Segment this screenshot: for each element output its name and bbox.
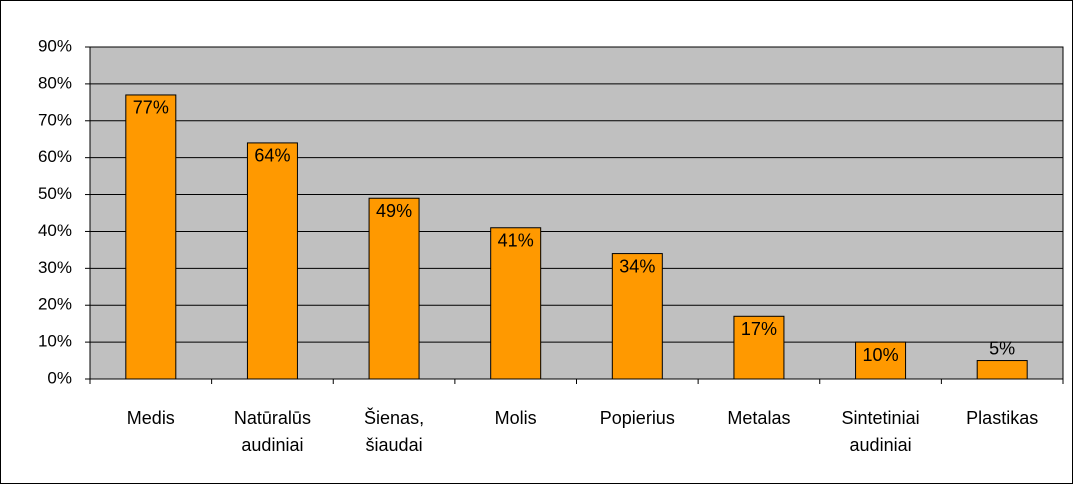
y-tick-label: 60% <box>38 147 72 166</box>
data-label: 17% <box>741 319 777 339</box>
x-tick-label: Šienas, šiaudai <box>364 408 425 455</box>
plot-area <box>90 47 1063 379</box>
x-tick-label: Metalas <box>727 408 791 428</box>
y-tick-label: 80% <box>38 73 72 92</box>
data-label: 41% <box>498 231 534 251</box>
x-tick-label: Plastikas <box>966 408 1039 428</box>
y-tick-label: 50% <box>38 184 72 203</box>
y-tick-label: 20% <box>38 295 72 314</box>
bar <box>733 315 785 380</box>
y-tick-label: 90% <box>38 36 72 55</box>
bar <box>855 341 907 380</box>
y-tick-label: 0% <box>47 368 72 387</box>
data-label: 34% <box>619 256 655 276</box>
y-tick-label: 70% <box>38 110 72 129</box>
x-tick-label: Molis <box>494 408 537 428</box>
x-tick-label: Popierius <box>599 408 675 428</box>
data-label: 10% <box>863 345 899 365</box>
data-label: 49% <box>376 201 412 221</box>
bar <box>490 227 542 380</box>
x-tick-label: Sintetiniai audiniai <box>841 408 920 455</box>
data-label: 64% <box>254 146 290 166</box>
x-tick-label: Medis <box>126 408 175 428</box>
bar <box>246 142 298 380</box>
bar <box>368 197 420 380</box>
data-label: 77% <box>133 98 169 118</box>
x-tick-label: Natūralūs audiniai <box>233 408 311 455</box>
y-tick-label: 10% <box>38 332 72 351</box>
y-tick-label: 40% <box>38 221 72 240</box>
data-label: 5% <box>989 338 1015 358</box>
y-tick-label: 30% <box>38 258 72 277</box>
bar <box>125 94 177 380</box>
bar <box>976 360 1028 380</box>
bar <box>611 253 663 380</box>
